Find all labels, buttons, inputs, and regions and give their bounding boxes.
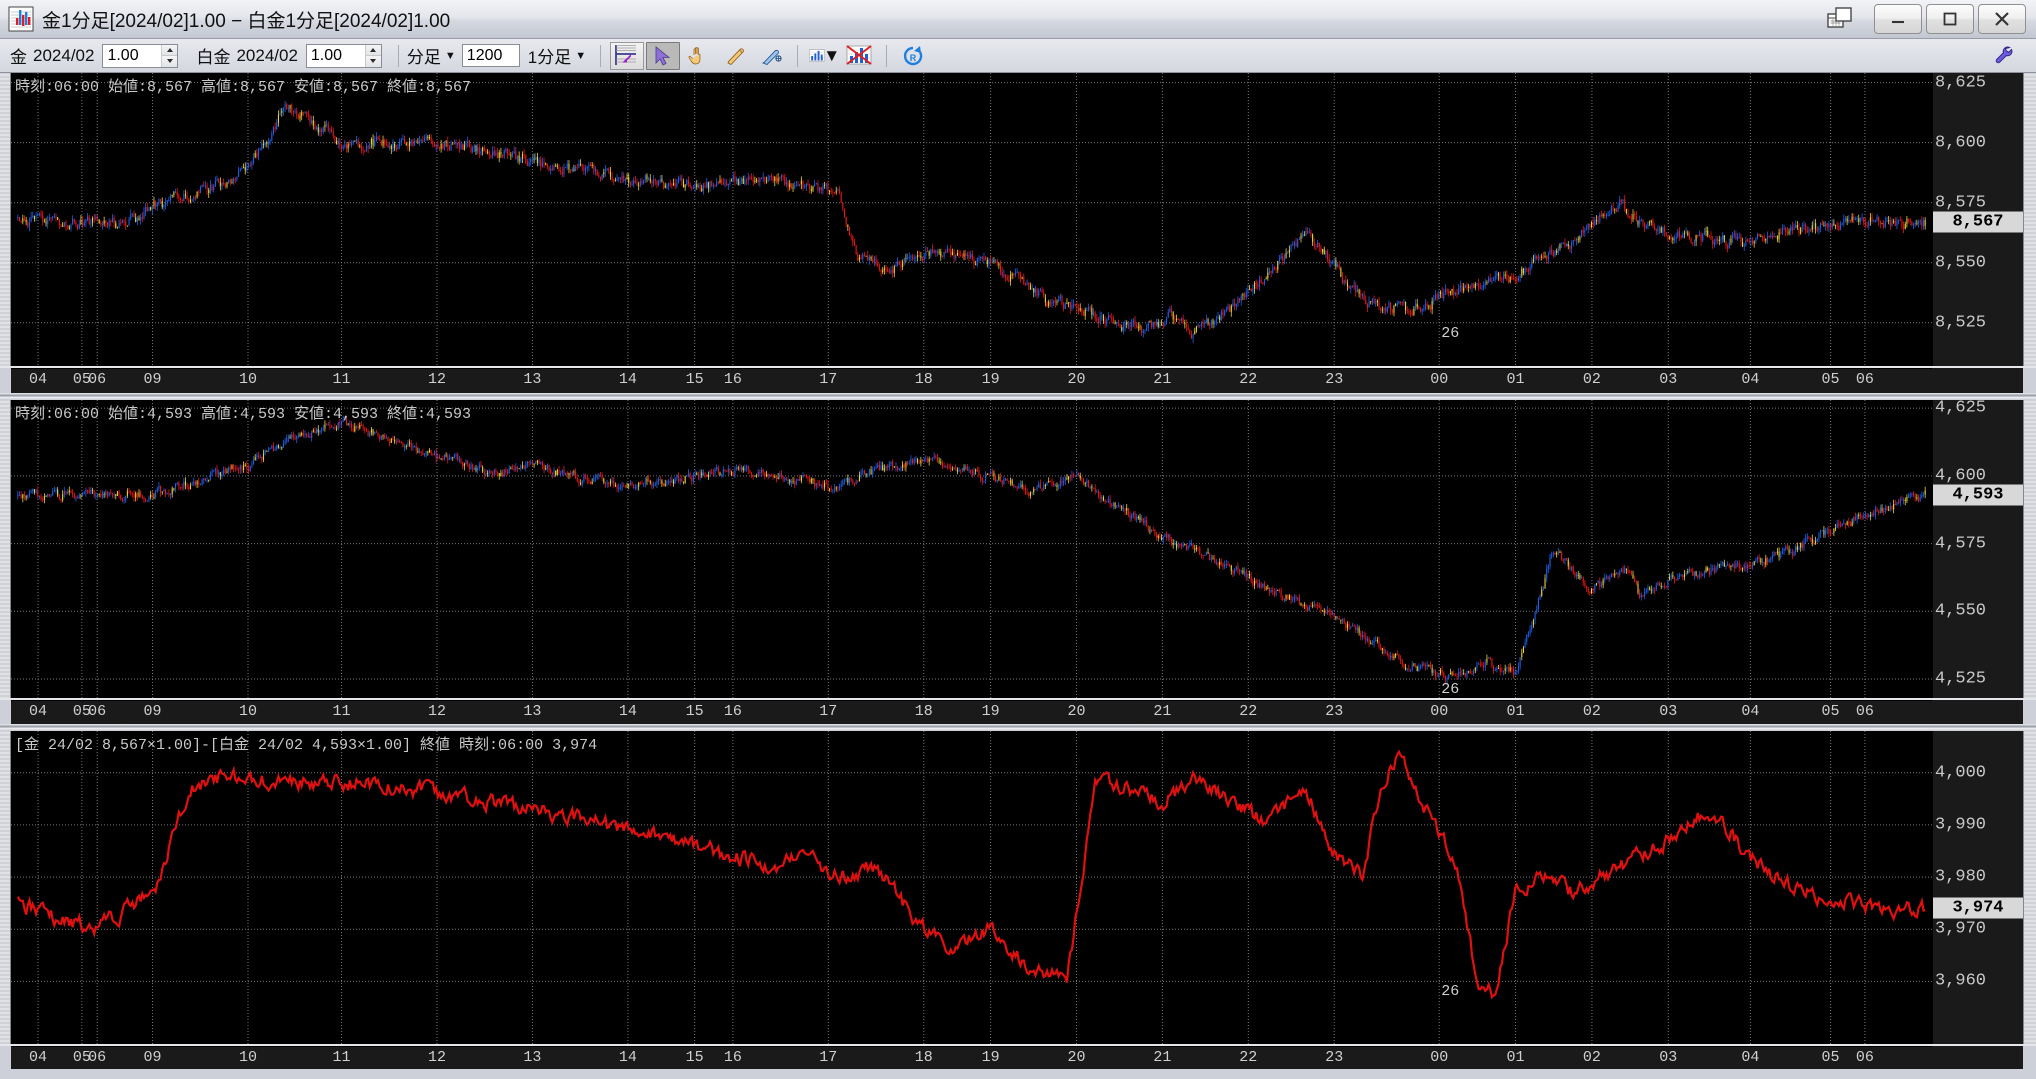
svg-text:R: R <box>910 53 917 63</box>
